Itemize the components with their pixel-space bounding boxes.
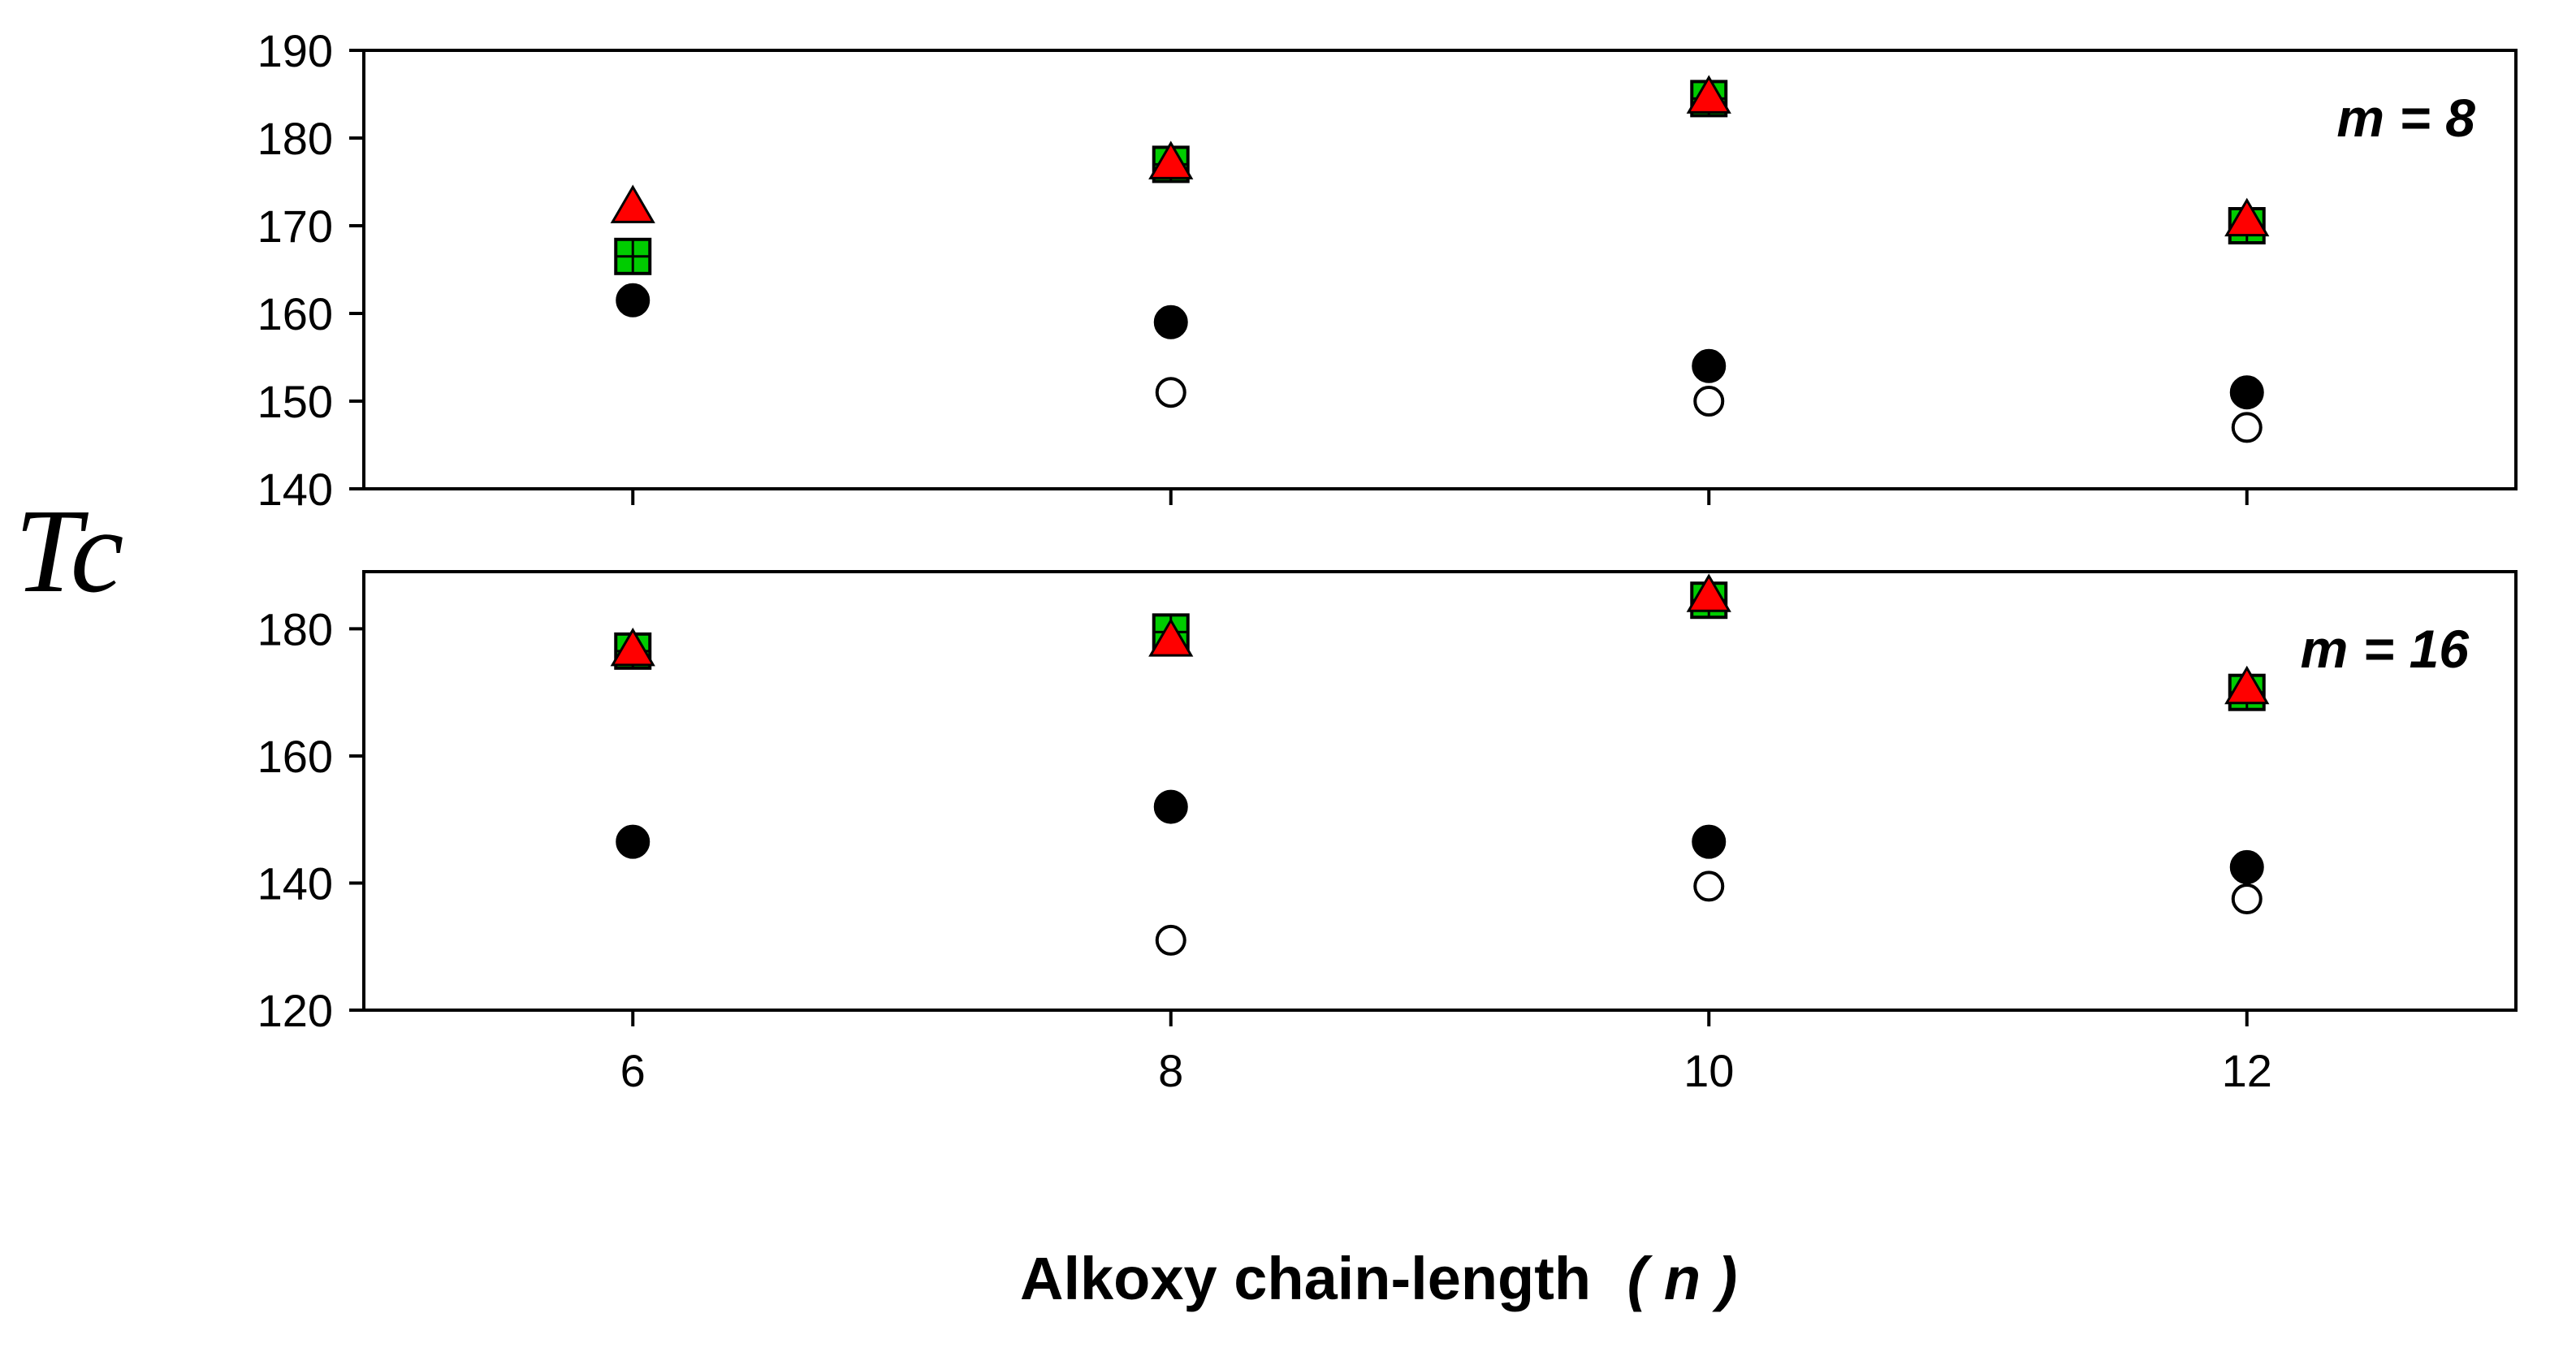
red-triangle-point xyxy=(2224,197,2270,237)
y-tick-label-m16: 120 xyxy=(257,985,333,1036)
filled-circle-point xyxy=(1692,348,1727,383)
red-triangle-point xyxy=(1148,140,1194,179)
panel-label-m8: m = 8 xyxy=(2336,88,2475,148)
y-tick-label-m16: 140 xyxy=(257,857,333,909)
x-tick-label: 12 xyxy=(2222,1045,2272,1096)
filled-circle-point xyxy=(2229,375,2264,410)
y-tick-label-m8: 150 xyxy=(257,376,333,427)
y-tick-label-m8: 160 xyxy=(257,288,333,339)
x-tick-label: 6 xyxy=(620,1045,646,1096)
filled-circle-point xyxy=(616,824,650,859)
red-triangle-point xyxy=(1686,75,1731,114)
panel-m8: m = 8 140 150 160 170 180 190 xyxy=(257,25,2518,515)
data-marks-m8 xyxy=(610,75,2270,443)
open-circle-point xyxy=(1693,870,1725,902)
filled-circle-point xyxy=(1692,824,1727,859)
y-axis-ticks-m16: 120 140 160 180 xyxy=(257,603,364,1036)
y-tick-label-m8: 140 xyxy=(257,464,333,515)
x-axis-ticks-m16: 6 8 10 12 xyxy=(620,1010,2272,1096)
red-triangle-point xyxy=(1686,573,1731,612)
y-tick-label-m8: 180 xyxy=(257,113,333,164)
red-triangle-point xyxy=(610,184,655,223)
green-square-point xyxy=(614,237,652,275)
y-tick-label-m16: 160 xyxy=(257,731,333,782)
filled-circle-point xyxy=(1153,305,1188,339)
y-tick-label-m8: 170 xyxy=(257,201,333,252)
panel-label-m16: m = 16 xyxy=(2301,619,2470,679)
y-tick-label-m16: 180 xyxy=(257,603,333,654)
open-circle-point xyxy=(1155,924,1186,956)
y-axis-label: Tc xyxy=(15,485,123,618)
plot-frame-m8 xyxy=(362,49,2518,490)
x-axis-label: Alkoxy chain-length ( n ) xyxy=(1020,1245,1737,1312)
x-tick-label: 10 xyxy=(1683,1045,1734,1096)
open-circle-point xyxy=(1693,386,1725,417)
filled-circle-point xyxy=(616,283,650,317)
open-circle-point xyxy=(2231,412,2263,443)
panel-m16: m = 16 120 140 160 180 6 8 10 12 xyxy=(257,570,2518,1096)
x-axis-label-variable: ( n ) xyxy=(1627,1245,1738,1312)
y-tick-label-m8: 190 xyxy=(257,25,333,76)
filled-circle-point xyxy=(2229,849,2264,884)
data-marks-m16 xyxy=(610,573,2270,956)
red-triangle-point xyxy=(2224,665,2270,705)
x-axis-ticks-m8 xyxy=(631,489,2249,505)
filled-circle-point xyxy=(1153,789,1188,824)
plot-frame-m16 xyxy=(362,570,2518,1012)
open-circle-point xyxy=(2231,883,2263,915)
x-tick-label: 8 xyxy=(1158,1045,1183,1096)
open-circle-point xyxy=(1155,377,1186,408)
red-triangle-point xyxy=(1148,618,1194,657)
red-triangle-point xyxy=(610,627,655,667)
x-axis-label-text: Alkoxy chain-length xyxy=(1020,1245,1591,1312)
y-axis-ticks-m8: 140 150 160 170 180 190 xyxy=(257,25,364,515)
